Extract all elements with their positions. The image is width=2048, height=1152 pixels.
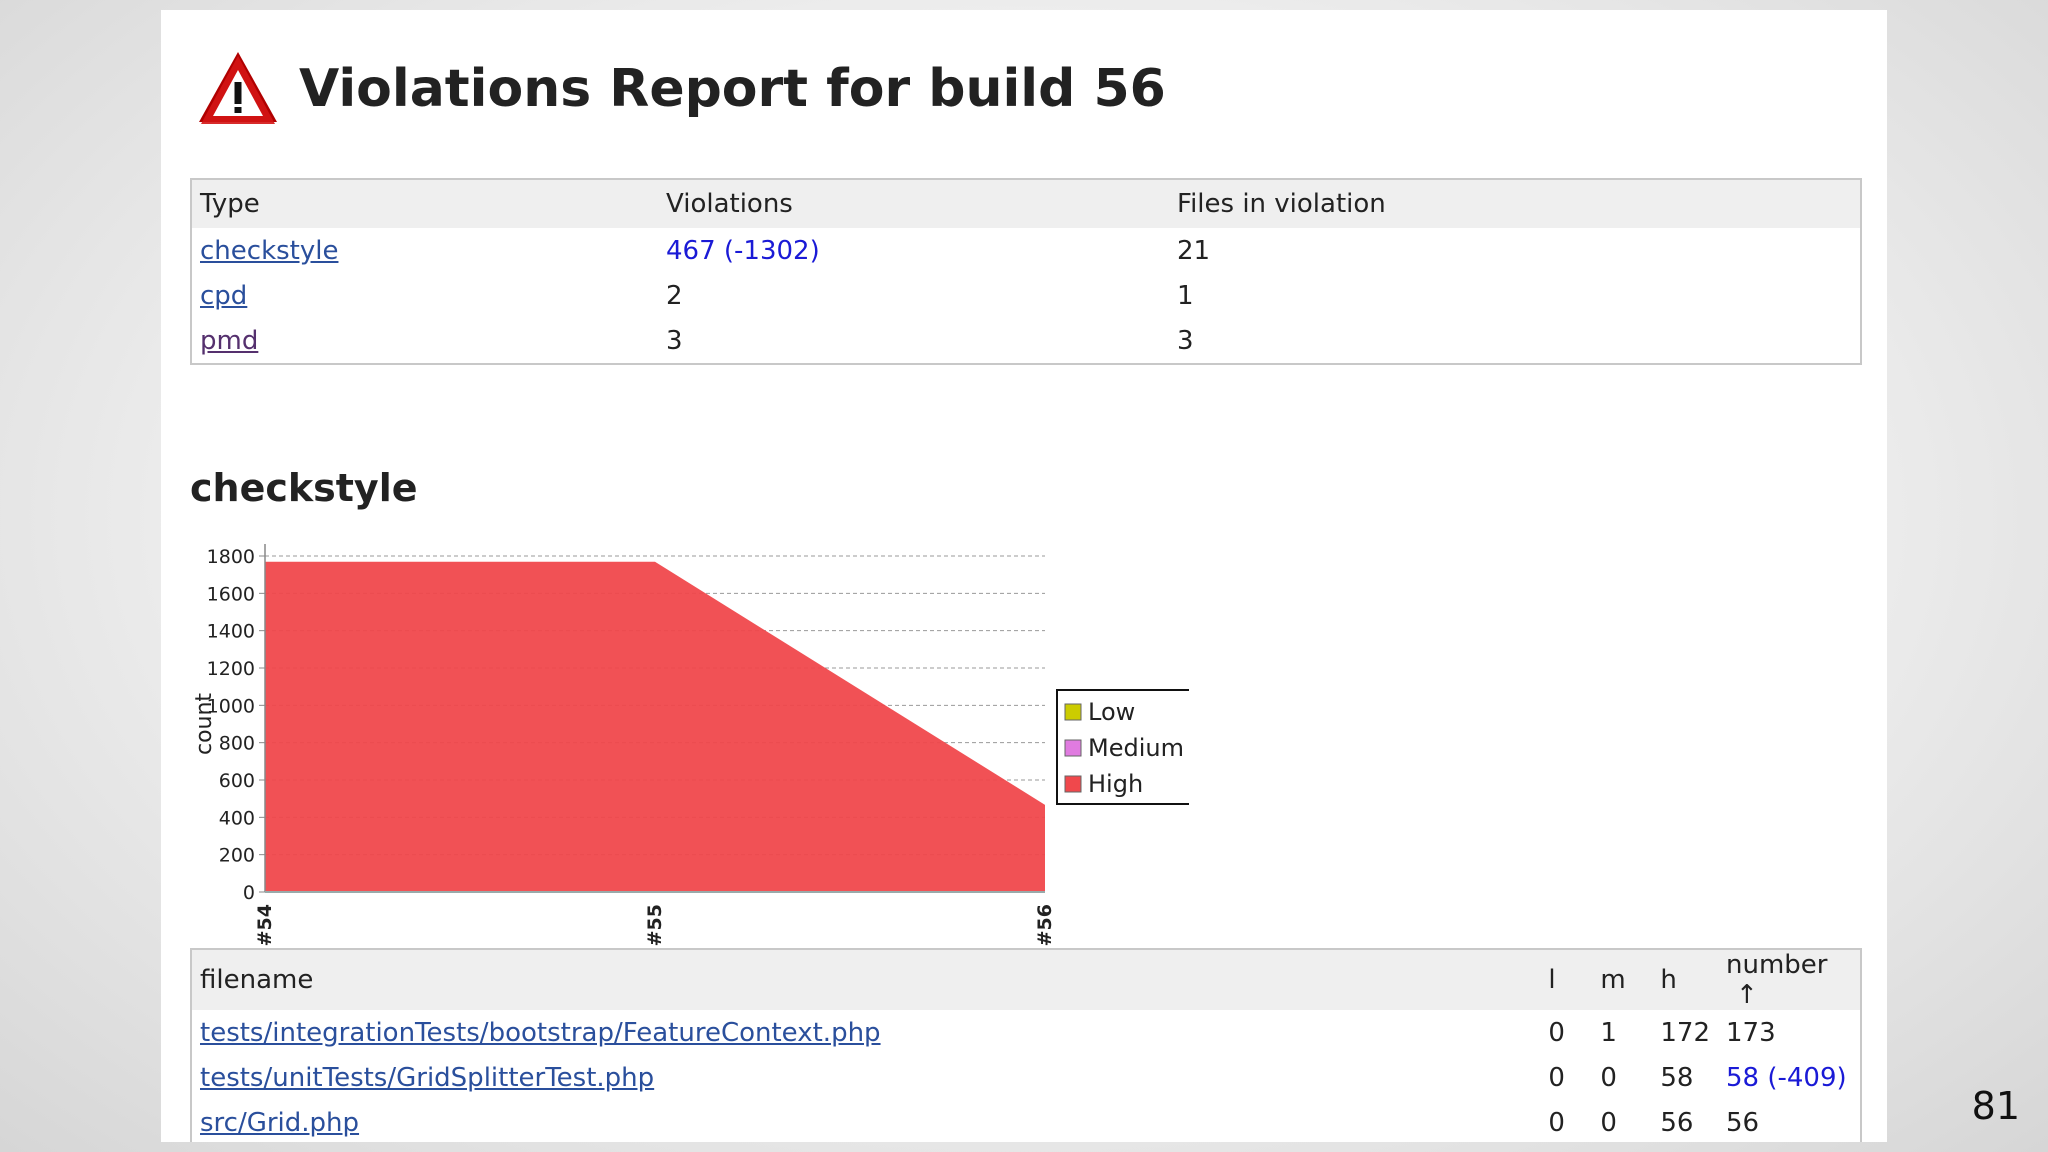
report-header: Violations Report for build 56 (195, 46, 1166, 132)
legend-swatch (1064, 775, 1082, 793)
files-cell: 1 (1177, 280, 1194, 311)
col-violations: Violations (658, 178, 1169, 228)
x-tick-label: #54 (254, 904, 276, 946)
area-high (265, 561, 1045, 892)
table-row: src/Grid.php 0 0 56 56 (191, 1100, 1861, 1142)
number-label: number (1726, 950, 1828, 980)
file-link[interactable]: src/Grid.php (200, 1107, 360, 1138)
col-number[interactable]: number ↑ (1718, 948, 1861, 1010)
y-tick-label: 1800 (207, 546, 255, 568)
y-tick-label: 1000 (207, 695, 255, 717)
table-row: tests/integrationTests/bootstrap/Feature… (191, 1010, 1861, 1055)
col-medium[interactable]: m (1592, 948, 1653, 1010)
section-title: checkstyle (190, 466, 418, 510)
x-tick-label: #55 (644, 904, 666, 946)
medium-cell: 0 (1600, 1062, 1617, 1093)
number-cell: 56 (1726, 1107, 1760, 1138)
legend-swatch (1064, 703, 1082, 721)
y-tick-label: 200 (219, 845, 255, 867)
table-row: checkstyle 467 (-1302) 21 (191, 228, 1861, 273)
pmd-link[interactable]: pmd (200, 325, 259, 356)
violations-cell: 2 (666, 280, 683, 311)
violations-summary-table: Type Violations Files in violation check… (190, 178, 1862, 365)
legend-swatch (1064, 739, 1082, 757)
y-tick-label: 600 (219, 770, 255, 792)
violations-trend-chart: 0 200 400 600 800 1000 1200 1400 1600 1800 #54 #55 #… (192, 544, 1189, 946)
low-cell: 0 (1548, 1062, 1565, 1093)
low-cell: 0 (1548, 1017, 1565, 1048)
file-link[interactable]: tests/unitTests/GridSplitterTest.php (200, 1062, 655, 1093)
y-tick-label: 1400 (207, 621, 255, 643)
slide-number: 81 (1971, 1084, 2020, 1128)
y-tick-label: 1600 (207, 583, 255, 605)
file-link[interactable]: tests/integrationTests/bootstrap/Feature… (200, 1017, 881, 1048)
type-cell: pmd (191, 318, 658, 364)
low-cell: 0 (1548, 1107, 1565, 1138)
type-cell: checkstyle (191, 228, 658, 273)
table-row: cpd 2 1 (191, 273, 1861, 318)
number-cell: 173 (1726, 1017, 1776, 1048)
page-title: Violations Report for build 56 (299, 59, 1166, 119)
number-cell: 58 (-409) (1726, 1062, 1847, 1093)
filename-cell: tests/unitTests/GridSplitterTest.php (191, 1055, 1540, 1100)
y-tick-label: 400 (219, 807, 255, 829)
legend-label: High (1088, 770, 1143, 798)
x-tick-label: #56 (1034, 904, 1056, 946)
high-cell: 58 (1660, 1062, 1694, 1093)
violations-cell: 467 (-1302) (666, 235, 820, 266)
col-type: Type (191, 178, 658, 228)
cpd-link[interactable]: cpd (200, 280, 248, 311)
medium-cell: 0 (1600, 1107, 1617, 1138)
table-row: pmd 3 3 (191, 318, 1861, 364)
files-cell: 3 (1177, 325, 1194, 356)
filename-cell: tests/integrationTests/bootstrap/Feature… (191, 1010, 1540, 1055)
y-tick-label: 0 (243, 882, 255, 904)
violations-cell: 3 (666, 325, 683, 356)
high-cell: 56 (1660, 1107, 1694, 1138)
table-header-row: filename l m h number ↑ (191, 948, 1861, 1010)
warning-icon (199, 52, 277, 124)
filename-cell: src/Grid.php (191, 1100, 1540, 1142)
medium-cell: 1 (1600, 1017, 1617, 1048)
legend-label: Medium (1088, 734, 1184, 762)
col-high[interactable]: h (1652, 948, 1718, 1010)
y-tick-label: 1200 (207, 658, 255, 680)
high-cell: 172 (1660, 1017, 1710, 1048)
legend-label: Low (1088, 698, 1135, 726)
checkstyle-link[interactable]: checkstyle (200, 235, 339, 266)
y-tick-label: 800 (219, 733, 255, 755)
type-cell: cpd (191, 273, 658, 318)
file-violations-table: filename l m h number ↑ tests/integratio… (190, 948, 1862, 1142)
report-panel: Violations Report for build 56 Type Viol… (161, 10, 1887, 1142)
files-cell: 21 (1177, 235, 1211, 266)
table-header-row: Type Violations Files in violation (191, 178, 1861, 228)
table-row: tests/unitTests/GridSplitterTest.php 0 0… (191, 1055, 1861, 1100)
col-filename[interactable]: filename (191, 948, 1541, 1010)
sort-ascending-icon: ↑ (1736, 980, 1758, 1010)
col-low[interactable]: l (1540, 948, 1593, 1010)
col-files-in-violation: Files in violation (1169, 178, 1861, 228)
y-axis-label: count (192, 693, 217, 755)
